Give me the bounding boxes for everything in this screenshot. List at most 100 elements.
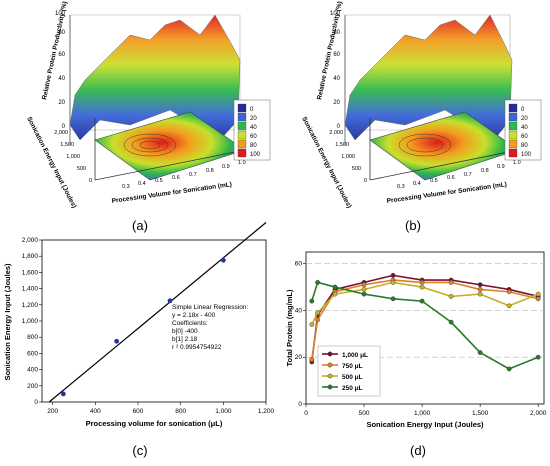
legend-label: 750 μL	[342, 363, 363, 370]
series-point	[535, 291, 541, 297]
series-point	[361, 282, 367, 288]
x-tick-label: 1,200	[258, 408, 275, 415]
legend-swatch	[237, 139, 247, 149]
legend-label: 80	[250, 143, 257, 149]
y-tick-label: 0	[34, 399, 38, 406]
panel-label-c: (c)	[132, 443, 147, 458]
x-tick: 0.9	[222, 164, 230, 170]
scatter-plot-c: 0 200 400 600 800 1,000 1,200 1,400 1,600 1,800 2,…	[3, 222, 275, 428]
y-tick: 0	[89, 178, 92, 184]
x-tick-labels-a: 0.3 0.4 0.5 0.6 0.7 0.8 0.9 1.0	[122, 160, 246, 190]
series-point	[332, 284, 338, 290]
y-tick-labels-c: 0 200 400 600 800 1,000 1,200 1,400 1,600 1,800 2,…	[22, 237, 42, 406]
y-tick: 2,000	[329, 130, 343, 136]
series-point	[315, 317, 321, 323]
z-tick: 80	[58, 30, 65, 36]
x-tick-label: 800	[175, 408, 186, 415]
x-tick: 0.5	[430, 178, 438, 184]
color-legend-a: 0 20 40 60 80 100	[233, 99, 271, 161]
y-tick-labels-d: 0 20 40 60	[295, 261, 306, 408]
y-tick-label: 1,800	[22, 253, 39, 260]
x-tick: 0.6	[447, 175, 455, 181]
series-point	[506, 366, 512, 372]
series-line	[311, 279, 539, 360]
legend-d: 1,000 μL 750 μL 500 μL 250 μL	[317, 345, 381, 397]
y-tick-label: 2,000	[22, 237, 39, 244]
annotation-line: r ² 0.9954754922	[172, 344, 222, 351]
z-tick: 40	[58, 76, 65, 82]
gridlines-d	[306, 263, 544, 358]
x-tick: 0.6	[172, 175, 180, 181]
x-tick: 0.8	[206, 168, 214, 174]
regression-annotation: Simple Linear Regression: y = 2.18x - 40…	[172, 304, 248, 351]
series-point	[309, 322, 315, 327]
y-tick-label: 40	[295, 307, 303, 314]
x-tick-label: 500	[359, 410, 370, 417]
y-tick: 500	[77, 166, 86, 172]
y-tick-label: 20	[295, 354, 303, 361]
y-axis-label-d: Total Protein (mg/mL)	[285, 289, 294, 366]
regression-line	[48, 222, 267, 403]
annotation-line: b[1] 2.18	[172, 336, 198, 343]
legend-marker	[327, 373, 333, 379]
y-tick: 0	[364, 178, 367, 184]
legend-label: 500 μL	[342, 374, 363, 381]
x-tick-label: 1,000	[414, 410, 431, 417]
series-point	[361, 287, 367, 292]
z-tick-labels-b: 0 20 40 60 80 100	[330, 11, 341, 130]
z-tick: 60	[58, 52, 65, 58]
legend-swatch	[508, 130, 518, 140]
y-tick-labels-b: 2,000 1,500 1,000 500 0	[329, 130, 367, 184]
x-axis-label-d: Sonication Energy Input (Joules)	[366, 420, 484, 429]
legend-label: 60	[250, 134, 257, 140]
series-point	[477, 291, 483, 297]
legend-label: 60	[521, 134, 528, 140]
line-marks	[309, 272, 541, 372]
series-point	[448, 279, 454, 285]
y-tick-label: 200	[27, 383, 38, 390]
y-tick: 1,500	[335, 142, 349, 148]
y-tick: 1,000	[341, 154, 355, 160]
annotation-line: Coefficients:	[172, 320, 208, 327]
series-point	[315, 279, 321, 285]
z-tick: 60	[333, 52, 340, 58]
legend-label: 20	[250, 116, 257, 122]
x-tick-label: 400	[90, 408, 101, 415]
x-axis-label-c: Processing volume for sonication (μL)	[86, 419, 223, 428]
y-tick-label: 60	[295, 261, 303, 268]
surface-plot-a: 0 20 40 60 80 100 2,000 1,500 1,000 500 …	[25, 1, 271, 209]
legend-label: 1,000 μL	[342, 352, 368, 359]
series-point	[535, 354, 541, 360]
y-tick-label: 400	[27, 367, 38, 374]
x-tick: 0.7	[464, 172, 472, 178]
scatter-point	[167, 298, 173, 304]
y-tick: 500	[352, 166, 361, 172]
legend-marker	[327, 384, 333, 390]
x-tick-label: 1,500	[472, 410, 489, 417]
plot-frame	[41, 239, 267, 403]
series-point	[419, 284, 425, 290]
legend-swatch	[237, 148, 247, 158]
series-point	[309, 298, 315, 304]
legend-marker	[327, 351, 333, 357]
series-point	[315, 310, 321, 316]
series-point	[506, 289, 512, 295]
legend-swatch	[508, 103, 518, 113]
plot-frame	[305, 251, 545, 405]
legend-swatch	[237, 112, 247, 122]
y-tick-label: 1,000	[22, 318, 39, 325]
legend-label: 20	[521, 116, 528, 122]
series-point	[361, 291, 367, 297]
annotation-line: y = 2.18x - 400	[172, 312, 216, 319]
y-tick: 1,500	[60, 142, 74, 148]
x-tick: 0.3	[122, 184, 130, 190]
series-point	[477, 350, 483, 355]
y-tick-labels-a: 2,000 1,500 1,000 500 0	[54, 130, 92, 184]
legend-label: 250 μL	[342, 385, 363, 392]
x-tick-labels-d: 0 500 1,000 1,500 2,000	[304, 404, 547, 417]
y-axis-label-c: Sonication Energy Input (Joules)	[3, 263, 12, 381]
y-tick-label: 600	[27, 350, 38, 357]
z-tick: 80	[333, 30, 340, 36]
legend-swatch	[508, 121, 518, 131]
series-point	[506, 303, 512, 309]
